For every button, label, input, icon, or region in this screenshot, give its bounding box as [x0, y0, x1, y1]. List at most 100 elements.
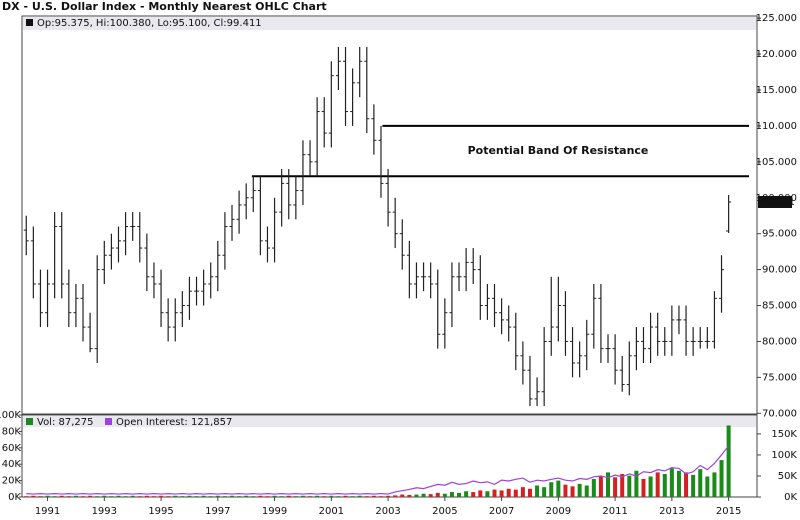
volume-bar [662, 474, 667, 497]
volume-bar [492, 489, 497, 497]
volume-bar [237, 496, 242, 497]
price-pane [21, 15, 758, 415]
volume-bar [648, 476, 653, 497]
x-tick-label: 1999 [262, 506, 287, 517]
ohlc-legend: Op:95.375, Hi:100.380, Lo:95.100, Cl:99.… [37, 18, 262, 29]
volume-bar [144, 495, 149, 497]
y-tick-label: 80.000 [762, 336, 797, 347]
volume-bar [570, 486, 575, 497]
x-tick-label: 2013 [659, 506, 684, 517]
volume-bar [244, 495, 249, 497]
y-tick-label: 125.000 [756, 13, 797, 24]
last-price-label: 99.411 [760, 197, 795, 208]
volume-bar [201, 495, 206, 497]
volume-bar [471, 492, 476, 497]
volume-bar [343, 495, 348, 497]
volume-bar [258, 495, 263, 497]
volume-bar [272, 495, 277, 497]
volume-bar [371, 495, 376, 497]
volume-bar [726, 425, 731, 497]
volume-bar [24, 496, 29, 497]
legend-entry: Open Interest: 121,857 [116, 417, 232, 428]
volume-bar [641, 478, 646, 497]
volume-bar [102, 495, 107, 497]
volume-bar [598, 476, 603, 497]
volume-bar [180, 496, 185, 497]
volume-bar [464, 491, 469, 497]
volume-bar [151, 496, 156, 497]
volume-bar [59, 495, 64, 497]
x-tick-label: 2011 [602, 506, 627, 517]
vol-tick-label: 100K [0, 410, 21, 421]
volume-bar [173, 495, 178, 497]
y-tick-label: 85.000 [762, 301, 797, 312]
volume-bar [38, 496, 43, 497]
volume-bar [279, 496, 284, 497]
volume-bar [208, 496, 213, 497]
volume-bar [308, 496, 313, 497]
volume-bar [123, 496, 128, 497]
oi-tick-label: 0K [784, 492, 797, 503]
volume-bar [421, 493, 426, 497]
volume-bar [300, 495, 305, 497]
volume-bar [137, 496, 142, 497]
volume-bar [428, 494, 433, 497]
volume-bar [676, 470, 681, 497]
volume-bar [691, 474, 696, 497]
x-tick-label: 1995 [148, 506, 173, 517]
volume-bar [265, 496, 270, 497]
volume-bar [194, 496, 199, 497]
y-tick-label: 95.000 [762, 229, 797, 240]
volume-bar [414, 494, 419, 497]
y-tick-label: 70.000 [762, 408, 797, 419]
volume-bar [45, 495, 50, 497]
volume-bar [393, 495, 398, 497]
volume-bar [109, 496, 114, 497]
volume-bar [478, 490, 483, 497]
volume-bar [449, 492, 454, 497]
volume-bar [506, 488, 511, 497]
open-interest-line [26, 445, 730, 495]
volume-bar [159, 495, 164, 497]
legend-swatch [26, 418, 33, 425]
volume-bar [386, 495, 391, 497]
volume-bar [684, 472, 689, 497]
last-price-box [758, 195, 792, 208]
legend-swatch [26, 19, 33, 26]
price-header [23, 17, 756, 30]
oi-tick-label: 150K [771, 429, 797, 440]
x-tick-label: 2007 [489, 506, 514, 517]
volume-bar [52, 496, 57, 497]
volume-header [23, 416, 756, 427]
volume-bar [669, 468, 674, 497]
volume-bar [230, 495, 234, 497]
chart-title: DX - U.S. Dollar Index - Monthly Nearest… [2, 0, 327, 13]
volume-bar [293, 496, 298, 497]
x-tick-label: 2001 [319, 506, 344, 517]
volume-bar [73, 495, 78, 497]
vol-tick-label: 60K [2, 443, 22, 454]
volume-bar [563, 484, 568, 497]
oi-tick-label: 50K [778, 471, 798, 482]
volume-bar [655, 472, 660, 497]
volume-bar [81, 496, 86, 497]
vol-tick-label: 40K [2, 459, 22, 470]
legend-entry: Vol: 87,275 [37, 417, 94, 428]
x-tick-label: 2009 [546, 506, 571, 517]
volume-bar [215, 495, 220, 497]
volume-bar [364, 496, 369, 497]
x-tick-label: 1997 [205, 506, 230, 517]
volume-bar [606, 472, 611, 497]
y-tick-label: 120.000 [756, 49, 797, 60]
volume-bar [322, 496, 327, 497]
volume-bar [66, 496, 71, 497]
x-tick-label: 1991 [35, 506, 60, 517]
x-tick-label: 2015 [716, 506, 741, 517]
volume-bar [485, 491, 490, 497]
volume-bar [350, 496, 355, 497]
volume-bar [31, 495, 36, 497]
y-tick-label: 110.000 [756, 121, 797, 132]
volume-bar [634, 470, 639, 497]
vol-tick-label: 20K [2, 476, 22, 487]
